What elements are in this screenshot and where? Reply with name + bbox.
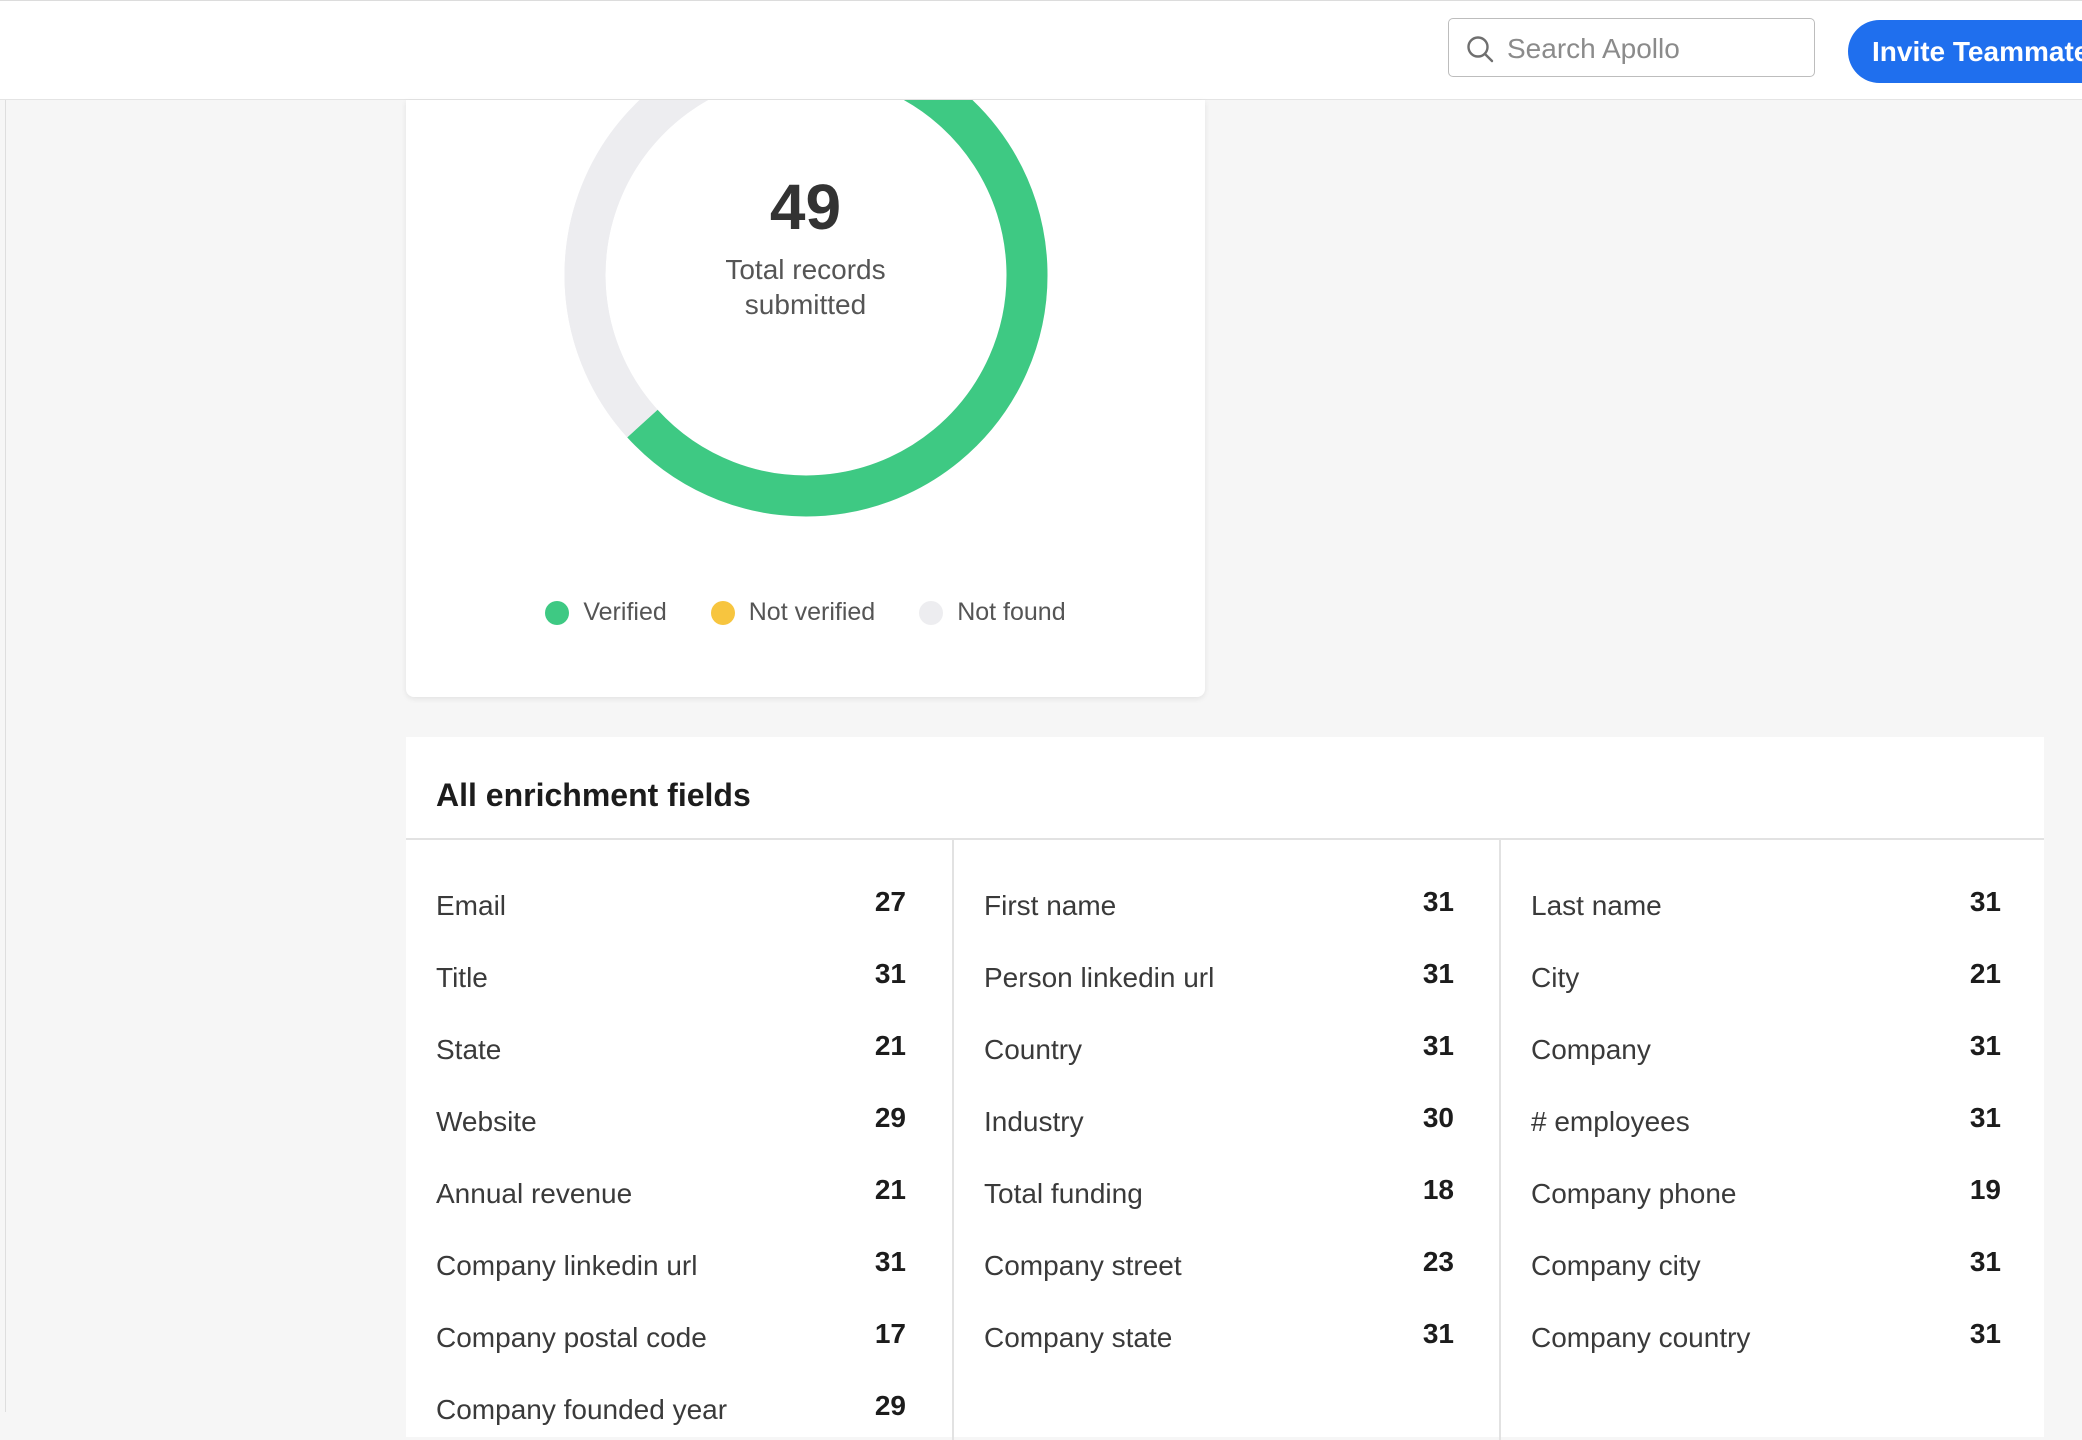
field-row: First name 31 bbox=[984, 886, 1454, 926]
field-row: Title 31 bbox=[436, 958, 906, 998]
search-icon bbox=[1467, 36, 1494, 63]
field-count: 31 bbox=[1969, 1102, 2001, 1133]
field-count: 31 bbox=[1969, 886, 2001, 917]
field-count: 23 bbox=[1422, 1246, 1454, 1277]
field-label: Company postal code bbox=[436, 1322, 707, 1353]
records-summary-card: 49 Total records submitted Verified Not … bbox=[406, 100, 1205, 697]
field-row: Industry 30 bbox=[984, 1102, 1454, 1142]
search-placeholder: Search Apollo bbox=[1507, 33, 1680, 64]
legend-item-verified: Verified bbox=[545, 598, 667, 627]
top-header-bar: Search Apollo Invite Teammate bbox=[0, 0, 2082, 100]
field-count: 29 bbox=[874, 1102, 906, 1133]
field-count: 31 bbox=[1969, 1030, 2001, 1061]
field-row: Last name 31 bbox=[1531, 886, 2001, 926]
fields-column-3: Last name 31 City 21 Company 31 # employees 31 C… bbox=[1501, 840, 2047, 1440]
field-count: 31 bbox=[874, 1246, 906, 1277]
donut-slice-verified bbox=[627, 100, 1048, 517]
field-row: Company state 31 bbox=[984, 1318, 1454, 1358]
field-count: 27 bbox=[874, 886, 906, 917]
field-row: # employees 31 bbox=[1531, 1102, 2001, 1142]
page-left-border bbox=[5, 0, 6, 1412]
field-count: 31 bbox=[1422, 886, 1454, 917]
column-divider bbox=[1499, 840, 1501, 1440]
legend-item-not-verified: Not verified bbox=[710, 598, 876, 627]
field-label: Country bbox=[984, 1034, 1083, 1065]
field-label: Person linkedin url bbox=[984, 962, 1215, 993]
enrichment-fields-card: All enrichment fields Email 27 Title 31 Stat… bbox=[406, 737, 2047, 1440]
field-label: Title bbox=[436, 962, 488, 993]
legend-dot-not-verified bbox=[710, 600, 735, 625]
legend-item-not-found: Not found bbox=[919, 598, 1066, 627]
search-input[interactable]: Search Apollo bbox=[1448, 18, 1815, 77]
field-label: Email bbox=[436, 890, 507, 921]
field-label: Last name bbox=[1531, 890, 1662, 921]
field-label: Website bbox=[436, 1106, 537, 1137]
field-label: Company founded year bbox=[436, 1394, 728, 1425]
legend-label-verified: Verified bbox=[583, 598, 667, 626]
field-label: Total funding bbox=[984, 1178, 1143, 1209]
fields-column-2: First name 31 Person linkedin url 31 Country… bbox=[954, 840, 1500, 1440]
field-row: Company phone 19 bbox=[1531, 1174, 2001, 1214]
total-records-caption: Total records submitted bbox=[406, 252, 1205, 322]
field-count: 19 bbox=[1969, 1174, 2001, 1205]
records-donut-chart bbox=[564, 100, 1048, 517]
field-row: Company country 31 bbox=[1531, 1318, 2001, 1358]
field-row: Total funding 18 bbox=[984, 1174, 1454, 1214]
field-count: 30 bbox=[1422, 1102, 1454, 1133]
field-label: Company bbox=[1531, 1034, 1651, 1065]
column-divider bbox=[952, 840, 954, 1440]
field-row: Company street 23 bbox=[984, 1246, 1454, 1286]
field-label: First name bbox=[984, 890, 1117, 921]
field-row: Company 31 bbox=[1531, 1030, 2001, 1070]
field-row: Email 27 bbox=[436, 886, 906, 926]
field-row: Annual revenue 21 bbox=[436, 1174, 906, 1214]
field-count: 31 bbox=[1969, 1246, 2001, 1277]
field-label: Annual revenue bbox=[436, 1178, 633, 1209]
field-label: # employees bbox=[1531, 1106, 1690, 1137]
field-label: State bbox=[436, 1034, 502, 1065]
field-count: 31 bbox=[1422, 1318, 1454, 1349]
donut-slice-not-found bbox=[564, 100, 709, 438]
field-label: Company country bbox=[1531, 1322, 1751, 1353]
field-row: Website 29 bbox=[436, 1102, 906, 1142]
field-row: Company postal code 17 bbox=[436, 1318, 906, 1358]
invite-teammate-button[interactable]: Invite Teammate bbox=[1848, 20, 2082, 83]
field-row: Country 31 bbox=[984, 1030, 1454, 1070]
field-row: State 21 bbox=[436, 1030, 906, 1070]
field-label: Company state bbox=[984, 1322, 1173, 1353]
field-label: Company street bbox=[984, 1250, 1182, 1281]
field-row: Company linkedin url 31 bbox=[436, 1246, 906, 1286]
caption-line-1: Total records bbox=[725, 254, 886, 285]
field-count: 29 bbox=[874, 1390, 906, 1421]
legend-dot-verified bbox=[545, 600, 570, 625]
total-records-value: 49 bbox=[769, 171, 842, 243]
field-label: Industry bbox=[984, 1106, 1084, 1137]
chart-legend: Verified Not verified Not found bbox=[406, 598, 1205, 627]
header-divider bbox=[406, 838, 2044, 840]
fields-column-1: Email 27 Title 31 State 21 Website 29 Annual rev… bbox=[406, 840, 952, 1440]
field-count: 31 bbox=[1422, 958, 1454, 989]
field-label: City bbox=[1531, 962, 1580, 993]
field-count: 31 bbox=[1422, 1030, 1454, 1061]
field-count: 31 bbox=[1969, 1318, 2001, 1349]
field-row: Company city 31 bbox=[1531, 1246, 2001, 1286]
field-row: Person linkedin url 31 bbox=[984, 958, 1454, 998]
enrichment-fields-title: All enrichment fields bbox=[436, 777, 751, 813]
field-label: Company city bbox=[1531, 1250, 1701, 1281]
field-row: City 21 bbox=[1531, 958, 2001, 998]
field-count: 31 bbox=[874, 958, 906, 989]
field-count: 17 bbox=[874, 1318, 906, 1349]
legend-label-not-found: Not found bbox=[957, 598, 1066, 626]
field-count: 21 bbox=[1969, 958, 2001, 989]
field-count: 21 bbox=[874, 1030, 906, 1061]
caption-line-2: submitted bbox=[744, 289, 867, 320]
legend-dot-not-found bbox=[919, 600, 944, 625]
field-count: 18 bbox=[1422, 1174, 1454, 1205]
field-label: Company phone bbox=[1531, 1178, 1737, 1209]
field-label: Company linkedin url bbox=[436, 1250, 698, 1281]
legend-label-not-verified: Not verified bbox=[748, 598, 876, 626]
field-row: Company founded year 29 bbox=[436, 1390, 906, 1430]
field-count: 21 bbox=[874, 1174, 906, 1205]
